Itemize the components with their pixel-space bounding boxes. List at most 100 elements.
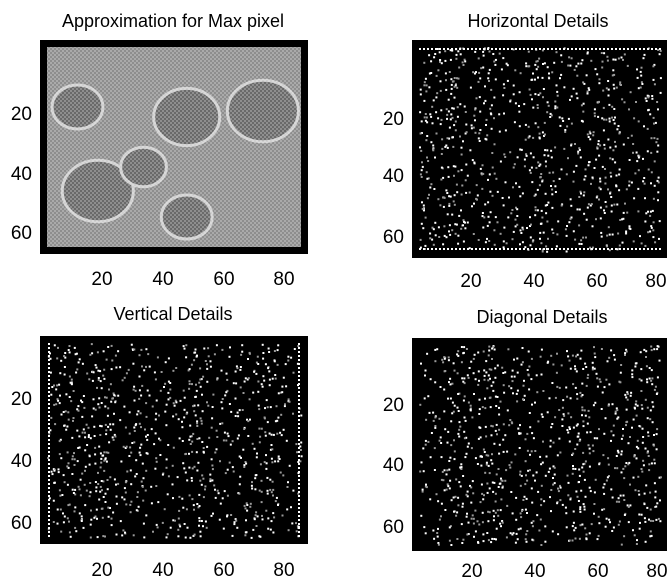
edge-line [298,483,300,485]
detail-speck [625,232,628,235]
detail-speck [531,181,534,184]
detail-speck [239,386,242,389]
detail-speck [569,498,572,501]
detail-speck [530,521,533,524]
detail-speck [541,49,544,52]
detail-speck [136,496,139,498]
detail-speck [576,495,579,498]
detail-speck [125,372,128,375]
detail-speck [423,99,426,102]
detail-speck [223,490,226,493]
detail-speck [208,436,211,439]
detail-speck [537,420,540,423]
detail-speck [645,100,648,102]
detail-speck [143,536,146,539]
edge-line [619,248,621,250]
detail-speck [422,470,425,473]
edge-line [451,248,453,250]
detail-speck [98,397,101,400]
edge-line [603,248,605,250]
detail-speck [563,414,566,417]
detail-speck [625,350,628,353]
detail-speck [235,519,238,522]
detail-speck [473,535,475,538]
detail-speck [245,462,248,465]
detail-speck [622,434,624,437]
edge-line [587,248,589,250]
detail-speck [583,462,586,465]
detail-speck [237,415,240,418]
edge-line [298,375,300,377]
detail-speck [152,530,154,533]
edge-line [298,443,300,445]
detail-speck [577,62,580,65]
detail-speck [433,56,436,59]
edge-line [463,48,465,50]
detail-speck [602,454,605,457]
detail-speck [474,530,477,533]
detail-speck [457,50,460,53]
edge-line [298,367,300,369]
detail-speck [597,515,600,518]
detail-speck [607,226,610,229]
detail-speck [420,132,423,134]
image-area [40,40,308,254]
detail-speck [518,185,521,188]
detail-speck [185,356,188,359]
detail-speck [617,497,620,500]
edge-line [623,248,625,250]
detail-speck [101,489,103,492]
edge-line [48,499,50,501]
detail-speck [540,242,543,245]
detail-speck [497,468,500,470]
edge-line [539,248,541,250]
detail-speck [135,473,138,475]
detail-speck [241,344,244,347]
detail-speck [514,541,517,544]
x-tick-label: 40 [152,269,173,290]
detail-speck [109,507,111,509]
detail-speck [199,378,202,381]
detail-speck [508,385,511,388]
detail-speck [564,228,567,231]
detail-speck [576,435,579,438]
detail-speck [98,406,101,409]
detail-speck [553,466,556,469]
detail-speck [279,431,282,434]
detail-speck [477,137,480,140]
detail-speck [472,126,475,129]
detail-speck [599,177,602,180]
detail-speck [595,372,598,375]
edge-line [298,407,300,409]
detail-speck [215,448,218,451]
detail-speck [258,441,261,444]
detail-speck [605,517,608,520]
detail-speck [519,424,521,427]
detail-speck [93,435,96,437]
detail-speck [473,161,476,164]
detail-speck [474,457,477,460]
detail-speck [495,423,498,426]
edge-line [48,435,50,437]
detail-speck [600,231,603,234]
detail-speck [535,166,538,169]
edge-line [515,248,517,250]
detail-speck [429,378,432,381]
edge-line [467,48,469,50]
detail-speck [539,92,542,95]
detail-speck [626,211,629,214]
detail-speck [426,352,429,355]
detail-speck [465,191,468,194]
detail-speck [529,171,532,174]
detail-speck [488,80,490,82]
detail-speck [181,497,184,500]
detail-speck [572,467,575,470]
detail-speck [525,497,528,500]
detail-speck [66,451,69,454]
detail-speck [633,454,636,457]
detail-speck [258,408,261,411]
detail-speck [578,481,580,483]
detail-speck [651,383,654,386]
detail-speck [594,478,597,481]
detail-speck [139,446,142,449]
